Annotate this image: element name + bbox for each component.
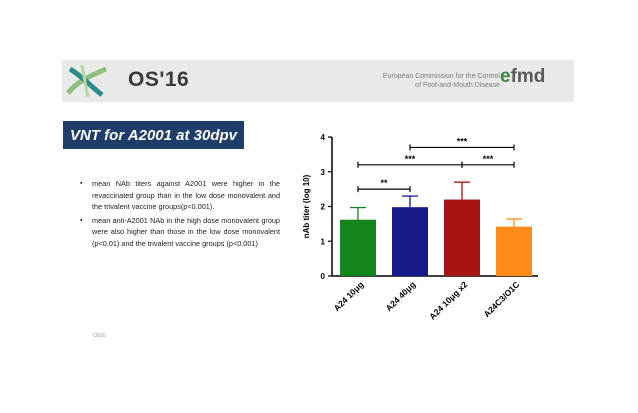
os16-logo-icon xyxy=(66,64,108,98)
significance-label: *** xyxy=(457,136,468,146)
bar xyxy=(444,199,480,276)
y-tick-label: 0 xyxy=(321,272,326,281)
commission-name: European Commission for the Control of F… xyxy=(382,72,500,90)
commission-line: of Foot-and-Mouth Disease xyxy=(415,82,500,89)
footer-label: OS16 xyxy=(93,333,106,339)
significance-label: ** xyxy=(380,178,388,188)
commission-line: European Commission for the Control xyxy=(382,73,500,80)
y-tick-label: 4 xyxy=(321,133,326,142)
bullet-text: mean NAb titers against A2001 were highe… xyxy=(92,179,280,211)
eufmd-logo: efmd xyxy=(500,66,545,88)
x-tick-label: A24 10μg x2 xyxy=(427,279,469,321)
y-tick-label: 1 xyxy=(321,237,326,246)
bullet-item: ▪ mean anti-A2001 NAb in the high dose m… xyxy=(80,215,280,250)
x-tick-label: A24C3/O1C xyxy=(482,279,522,319)
significance-label: *** xyxy=(405,154,416,164)
bullet-list: ▪ mean NAb titers against A2001 were hig… xyxy=(80,178,280,251)
x-tick-label: A24 40μg xyxy=(384,279,418,313)
bar xyxy=(340,219,376,276)
y-tick-label: 2 xyxy=(321,203,326,212)
header-banner xyxy=(62,60,574,102)
eufmd-logo-prefix: e xyxy=(500,66,511,87)
bar xyxy=(392,207,428,276)
bullet-text: mean anti-A2001 NAb in the high dose mon… xyxy=(92,215,280,248)
eufmd-logo-suffix: fmd xyxy=(510,66,546,87)
bullet-square-icon: ▪ xyxy=(80,216,83,224)
y-axis-label: nAb titer (log 10) xyxy=(302,174,311,238)
bar xyxy=(496,226,532,276)
significance-label: *** xyxy=(483,154,494,164)
bullet-item: ▪ mean NAb titers against A2001 were hig… xyxy=(80,178,280,213)
slide-title-text: VNT for A2001 at 30dpv xyxy=(70,126,237,144)
y-tick-label: 3 xyxy=(321,168,326,177)
slide-title: VNT for A2001 at 30dpv xyxy=(63,121,244,149)
x-tick-label: A24 10μg xyxy=(332,279,366,313)
bullet-square-icon: ▪ xyxy=(80,180,83,187)
conference-title: OS'16 xyxy=(128,68,190,91)
